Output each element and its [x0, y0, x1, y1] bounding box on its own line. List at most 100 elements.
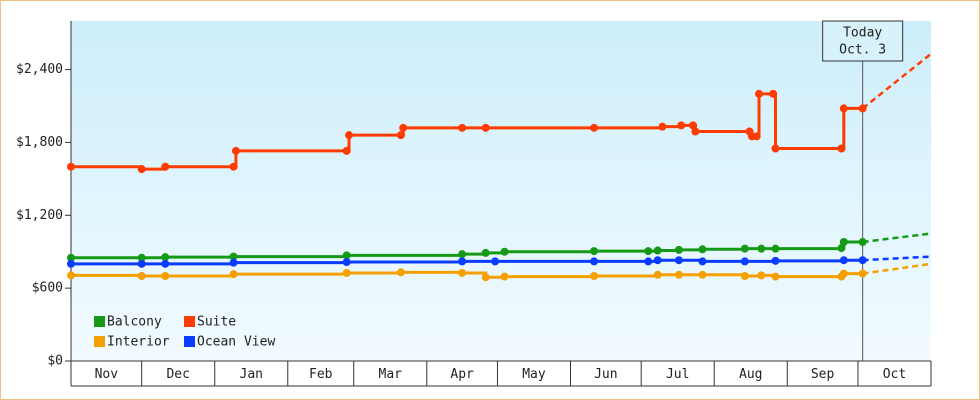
legend-label: Suite: [197, 315, 236, 330]
price-point: [689, 121, 698, 130]
price-point: [771, 256, 780, 265]
price-point: [458, 257, 467, 266]
price-point: [590, 247, 599, 256]
price-point: [698, 270, 707, 279]
y-tick-label: $1,200: [16, 208, 63, 223]
price-point: [500, 272, 509, 281]
price-point: [644, 247, 653, 256]
price-point: [229, 162, 238, 171]
price-point: [837, 244, 846, 253]
price-point: [481, 273, 490, 282]
price-point: [858, 256, 867, 265]
price-point: [674, 245, 683, 254]
x-tick-label: Nov: [95, 367, 119, 382]
price-point: [674, 270, 683, 279]
price-point: [752, 132, 761, 141]
price-point: [740, 257, 749, 266]
x-tick-label: Mar: [379, 367, 403, 382]
projection-line: [862, 255, 932, 262]
price-point: [67, 271, 75, 280]
price-point: [653, 246, 662, 255]
x-tick-label: May: [522, 367, 546, 382]
price-point: [161, 253, 170, 262]
price-point: [342, 146, 351, 155]
price-point: [229, 258, 238, 267]
y-tick-label: $600: [32, 281, 63, 296]
price-point: [691, 127, 700, 136]
price-point: [858, 104, 867, 113]
price-point: [229, 252, 238, 261]
x-tick-label: Sep: [811, 367, 835, 382]
price-point: [858, 238, 867, 246]
price-point: [740, 272, 749, 280]
price-point: [839, 104, 848, 113]
x-tick-label: Dec: [166, 367, 189, 382]
price-point: [491, 257, 500, 266]
price-point: [481, 248, 490, 257]
x-tick-label: Jun: [594, 367, 617, 382]
today-date: Oct. 3: [839, 43, 886, 58]
today-label: Today: [843, 26, 882, 41]
price-point: [67, 259, 75, 268]
legend-label: Balcony: [107, 315, 162, 330]
price-point: [755, 89, 763, 98]
y-tick-label: $1,800: [16, 135, 63, 150]
projection-line: [861, 52, 932, 110]
price-point: [137, 272, 146, 280]
price-point: [698, 245, 707, 254]
price-point: [458, 123, 467, 132]
price-point: [698, 257, 707, 266]
x-tick-label: Jul: [666, 367, 689, 382]
price-point: [677, 121, 686, 130]
price-point: [771, 272, 780, 281]
projection-line: [862, 232, 932, 244]
price-point: [161, 272, 170, 280]
price-point: [229, 270, 238, 279]
price-point: [837, 144, 846, 153]
price-point: [590, 272, 599, 280]
price-point: [137, 165, 146, 174]
price-point: [839, 238, 848, 246]
price-point: [644, 257, 653, 266]
x-tick-label: Apr: [450, 367, 474, 382]
price-point: [231, 146, 240, 155]
price-point: [67, 162, 75, 171]
price-point: [858, 269, 867, 278]
price-point: [161, 259, 170, 268]
price-point: [757, 244, 766, 253]
price-point: [161, 162, 170, 171]
price-point: [590, 123, 599, 132]
price-point: [590, 257, 599, 266]
price-point: [771, 144, 780, 153]
price-point: [500, 247, 509, 256]
price-point: [458, 250, 467, 259]
legend-label: Interior: [107, 335, 170, 350]
price-point: [396, 268, 405, 277]
legend-swatch: [94, 336, 105, 347]
x-tick-label: Aug: [739, 367, 762, 382]
price-point: [345, 131, 354, 140]
price-point: [399, 123, 408, 132]
price-point: [769, 89, 778, 98]
price-point: [740, 244, 749, 253]
legend-swatch: [184, 336, 195, 347]
price-point: [458, 268, 467, 277]
price-point: [839, 269, 848, 278]
price-point: [653, 256, 662, 265]
x-tick-label: Feb: [309, 367, 333, 382]
price-point: [653, 270, 662, 279]
price-point: [396, 131, 405, 140]
x-tick-label: Oct: [883, 367, 906, 382]
y-tick-label: $0: [47, 354, 63, 369]
legend-swatch: [94, 316, 105, 327]
price-point: [674, 256, 683, 265]
legend-swatch: [184, 316, 195, 327]
price-point: [342, 258, 351, 267]
price-point: [342, 251, 351, 260]
price-point: [67, 253, 75, 262]
price-point: [771, 244, 780, 253]
price-point: [757, 271, 766, 280]
today-box: [822, 20, 904, 62]
